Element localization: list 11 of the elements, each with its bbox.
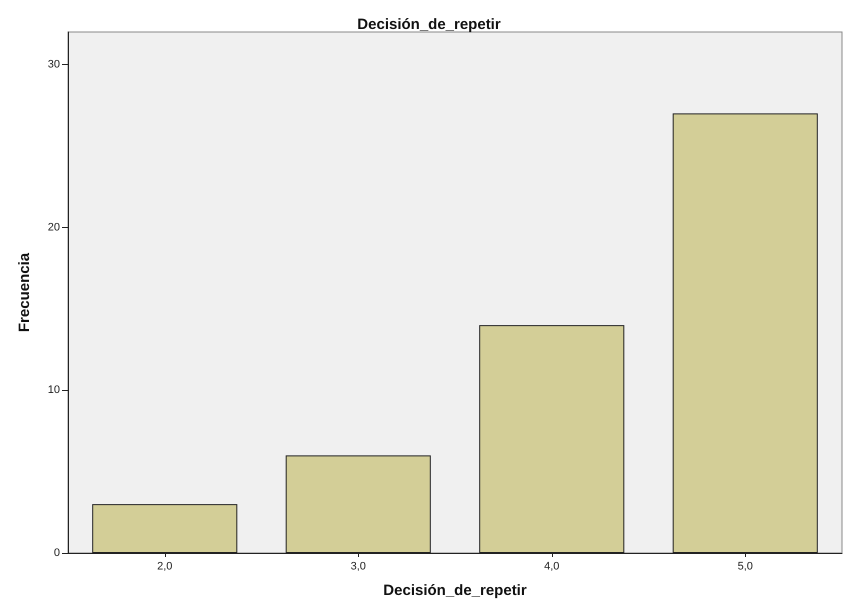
y-tick-label: 20 (48, 221, 60, 234)
x-tick-label: 3,0 (350, 560, 366, 572)
x-tick-label: 5,0 (738, 560, 753, 572)
y-tick-label: 0 (54, 547, 60, 559)
y-tick-label: 10 (48, 384, 60, 396)
x-tick-label: 2,0 (157, 560, 172, 572)
chart-title: Decisión_de_repetir (357, 16, 501, 33)
y-tick-label: 30 (48, 58, 60, 71)
y-axis-title: Frecuencia (16, 252, 33, 332)
x-tick-label: 4,0 (544, 560, 560, 572)
x-axis-title: Decisión_de_repetir (383, 582, 527, 599)
